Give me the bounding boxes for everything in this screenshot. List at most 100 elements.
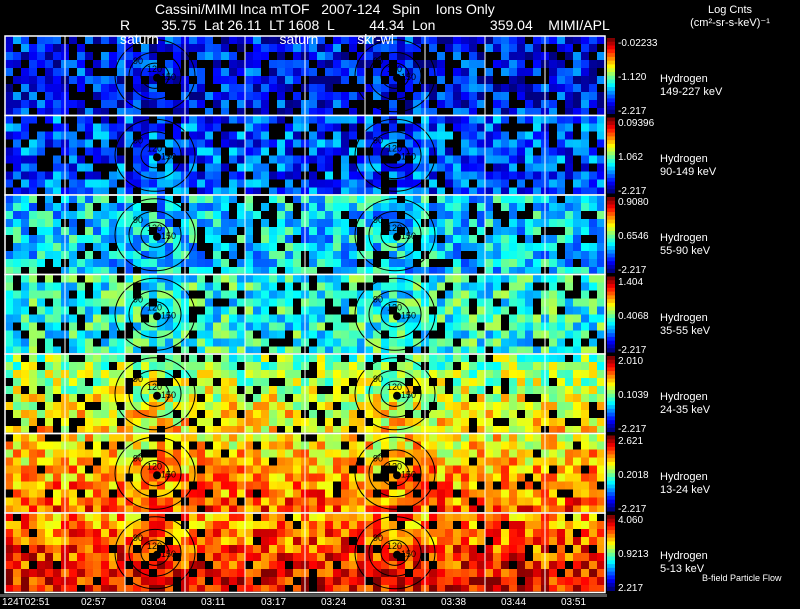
pixel bbox=[5, 259, 13, 267]
pixel bbox=[173, 123, 181, 132]
pixel bbox=[157, 179, 165, 188]
pixel bbox=[453, 115, 461, 124]
pixel bbox=[165, 585, 173, 592]
pixel bbox=[509, 211, 517, 219]
pixel bbox=[581, 521, 589, 529]
pixel bbox=[349, 203, 357, 211]
pixel bbox=[533, 179, 541, 188]
pixel bbox=[29, 203, 37, 211]
pixel bbox=[5, 227, 13, 235]
pixel bbox=[173, 433, 181, 442]
pixel bbox=[429, 441, 437, 450]
pixel bbox=[525, 274, 533, 283]
pixel bbox=[13, 36, 21, 44]
pixel bbox=[101, 521, 109, 529]
pixel bbox=[365, 338, 373, 347]
pixel bbox=[325, 513, 333, 521]
pixel bbox=[597, 282, 605, 291]
pixel bbox=[493, 147, 501, 156]
pixel bbox=[381, 306, 389, 315]
pixel bbox=[549, 330, 557, 339]
pixel bbox=[85, 521, 93, 529]
pixel bbox=[493, 465, 501, 474]
pixel bbox=[461, 314, 469, 323]
pixel bbox=[581, 115, 589, 124]
colorbar-step bbox=[607, 575, 615, 580]
pixel bbox=[85, 497, 93, 506]
pixel bbox=[253, 298, 261, 307]
pixel bbox=[573, 298, 581, 307]
pixel bbox=[293, 433, 301, 442]
pixel bbox=[157, 147, 165, 156]
pixel bbox=[253, 187, 261, 194]
pixel bbox=[37, 259, 45, 267]
pixel bbox=[381, 298, 389, 307]
pixel bbox=[437, 513, 445, 521]
pixel bbox=[405, 402, 413, 410]
pixel bbox=[285, 322, 293, 331]
pixel bbox=[85, 68, 93, 76]
pixel bbox=[205, 505, 213, 512]
pixel bbox=[405, 338, 413, 347]
pixel bbox=[69, 171, 77, 180]
pixel bbox=[45, 171, 53, 180]
pixel bbox=[525, 497, 533, 506]
pixel bbox=[93, 179, 101, 188]
pixel bbox=[349, 36, 357, 44]
pixel bbox=[549, 76, 557, 84]
pixel bbox=[261, 84, 269, 92]
pixel bbox=[341, 171, 349, 180]
pixel bbox=[501, 497, 509, 506]
pixel bbox=[549, 354, 557, 362]
pixel bbox=[453, 481, 461, 490]
pixel bbox=[453, 457, 461, 466]
pixel bbox=[413, 441, 421, 450]
pixel bbox=[157, 259, 165, 267]
pixel bbox=[21, 108, 29, 115]
pixel bbox=[565, 473, 573, 482]
pixel bbox=[461, 211, 469, 219]
pixel bbox=[589, 537, 597, 545]
pixel bbox=[141, 259, 149, 267]
pixel bbox=[149, 378, 157, 386]
pixel bbox=[469, 68, 477, 76]
pixel bbox=[429, 108, 437, 115]
pixel bbox=[381, 370, 389, 378]
pixel bbox=[549, 370, 557, 378]
pixel bbox=[533, 139, 541, 148]
contour-line bbox=[380, 62, 410, 89]
pixel bbox=[285, 84, 293, 92]
pixel bbox=[333, 441, 341, 450]
pixel bbox=[445, 179, 453, 188]
pixel bbox=[229, 219, 237, 227]
pixel bbox=[125, 187, 133, 194]
pixel bbox=[445, 92, 453, 100]
pixel bbox=[261, 449, 269, 458]
pixel bbox=[77, 44, 85, 52]
pixel bbox=[133, 330, 141, 339]
scale-min: -2.217 bbox=[618, 185, 647, 197]
pixel bbox=[45, 418, 53, 426]
pixel bbox=[21, 274, 29, 283]
pixel bbox=[357, 346, 365, 353]
pixel bbox=[589, 314, 597, 323]
pixel bbox=[429, 394, 437, 402]
pixel bbox=[517, 314, 525, 323]
pixel bbox=[213, 187, 221, 194]
pixel bbox=[453, 219, 461, 227]
pixel bbox=[5, 171, 13, 180]
pixel bbox=[125, 115, 133, 124]
pixel bbox=[317, 243, 325, 251]
pixel bbox=[565, 433, 573, 442]
colorbar-step bbox=[607, 461, 615, 467]
pixel bbox=[253, 306, 261, 315]
pixel bbox=[485, 251, 493, 259]
contour-line bbox=[380, 301, 410, 328]
pixel bbox=[253, 473, 261, 482]
pixel bbox=[261, 290, 269, 299]
pixel bbox=[117, 553, 125, 561]
scale-mid: 0.1039 bbox=[618, 390, 649, 401]
pixel bbox=[205, 354, 213, 362]
pixel bbox=[565, 203, 573, 211]
pixel bbox=[461, 577, 469, 585]
